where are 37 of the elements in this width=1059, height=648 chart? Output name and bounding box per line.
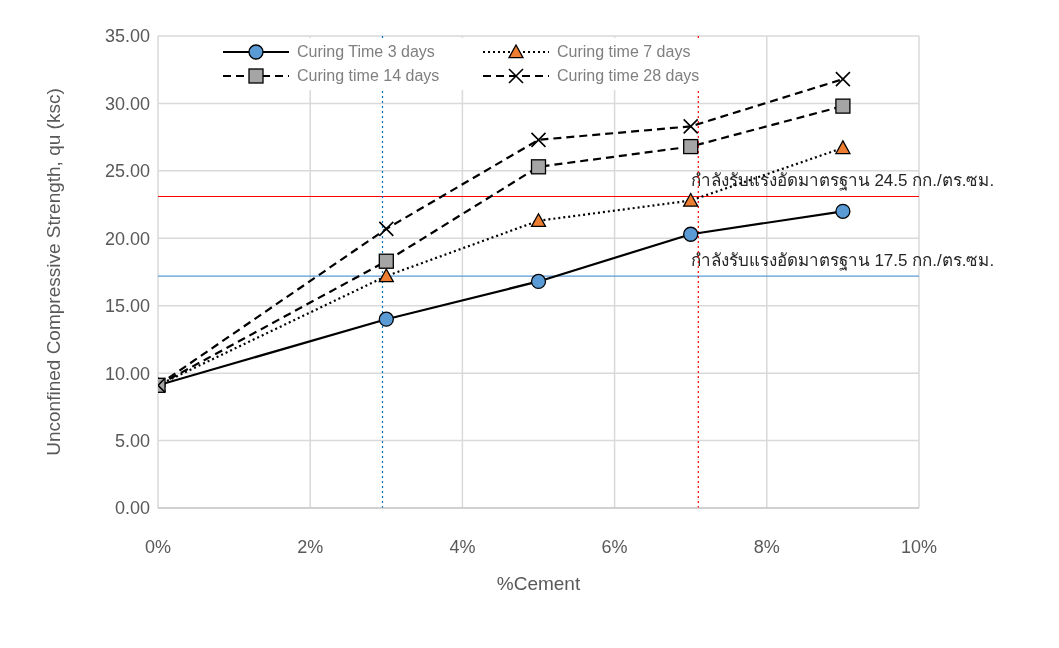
legend-label: Curing Time 3 days <box>297 43 435 61</box>
point <box>683 226 699 242</box>
point <box>530 273 547 290</box>
legend-label: Curing time 14 days <box>297 67 440 85</box>
point <box>835 71 851 87</box>
y-tick-label: 25.00 <box>104 161 150 182</box>
point <box>530 132 547 148</box>
x-tick-label: 0% <box>144 536 172 557</box>
point <box>378 221 395 237</box>
point <box>378 311 394 327</box>
point <box>683 192 699 207</box>
legend-label: Curing time 7 days <box>557 43 691 61</box>
point <box>835 140 851 155</box>
x-tick-label: 10% <box>900 536 938 557</box>
y-tick-label: 15.00 <box>104 296 150 317</box>
point <box>378 253 394 269</box>
y-tick-label: 0.00 <box>114 498 150 519</box>
x-tick-label: 6% <box>601 536 628 557</box>
point <box>530 159 547 175</box>
point <box>378 268 394 283</box>
point <box>835 98 851 114</box>
point <box>683 138 699 155</box>
point <box>835 203 851 219</box>
point <box>682 118 699 135</box>
y-tick-label: 10.00 <box>104 363 150 384</box>
x-tick-label: 4% <box>449 536 476 557</box>
y-tick-label: 5.00 <box>114 430 150 451</box>
y-tick-label: 30.00 <box>104 93 150 114</box>
y-tick-label: 20.00 <box>104 228 150 249</box>
legend-label: Curing time 28 days <box>557 67 700 85</box>
y-axis-title: Unconfined Compressive Strength, qu (ksc) <box>42 88 64 456</box>
x-tick-label: 2% <box>297 536 324 557</box>
y-tick-label: 35.00 <box>104 26 150 47</box>
x-tick-label: 8% <box>753 536 780 557</box>
x-axis-title: %Cement <box>496 573 581 594</box>
ref-line-label: กำลังรับแรงอัดมาตรฐาน 17.5 กก./ตร.ซม. <box>690 251 995 272</box>
point <box>530 213 547 227</box>
